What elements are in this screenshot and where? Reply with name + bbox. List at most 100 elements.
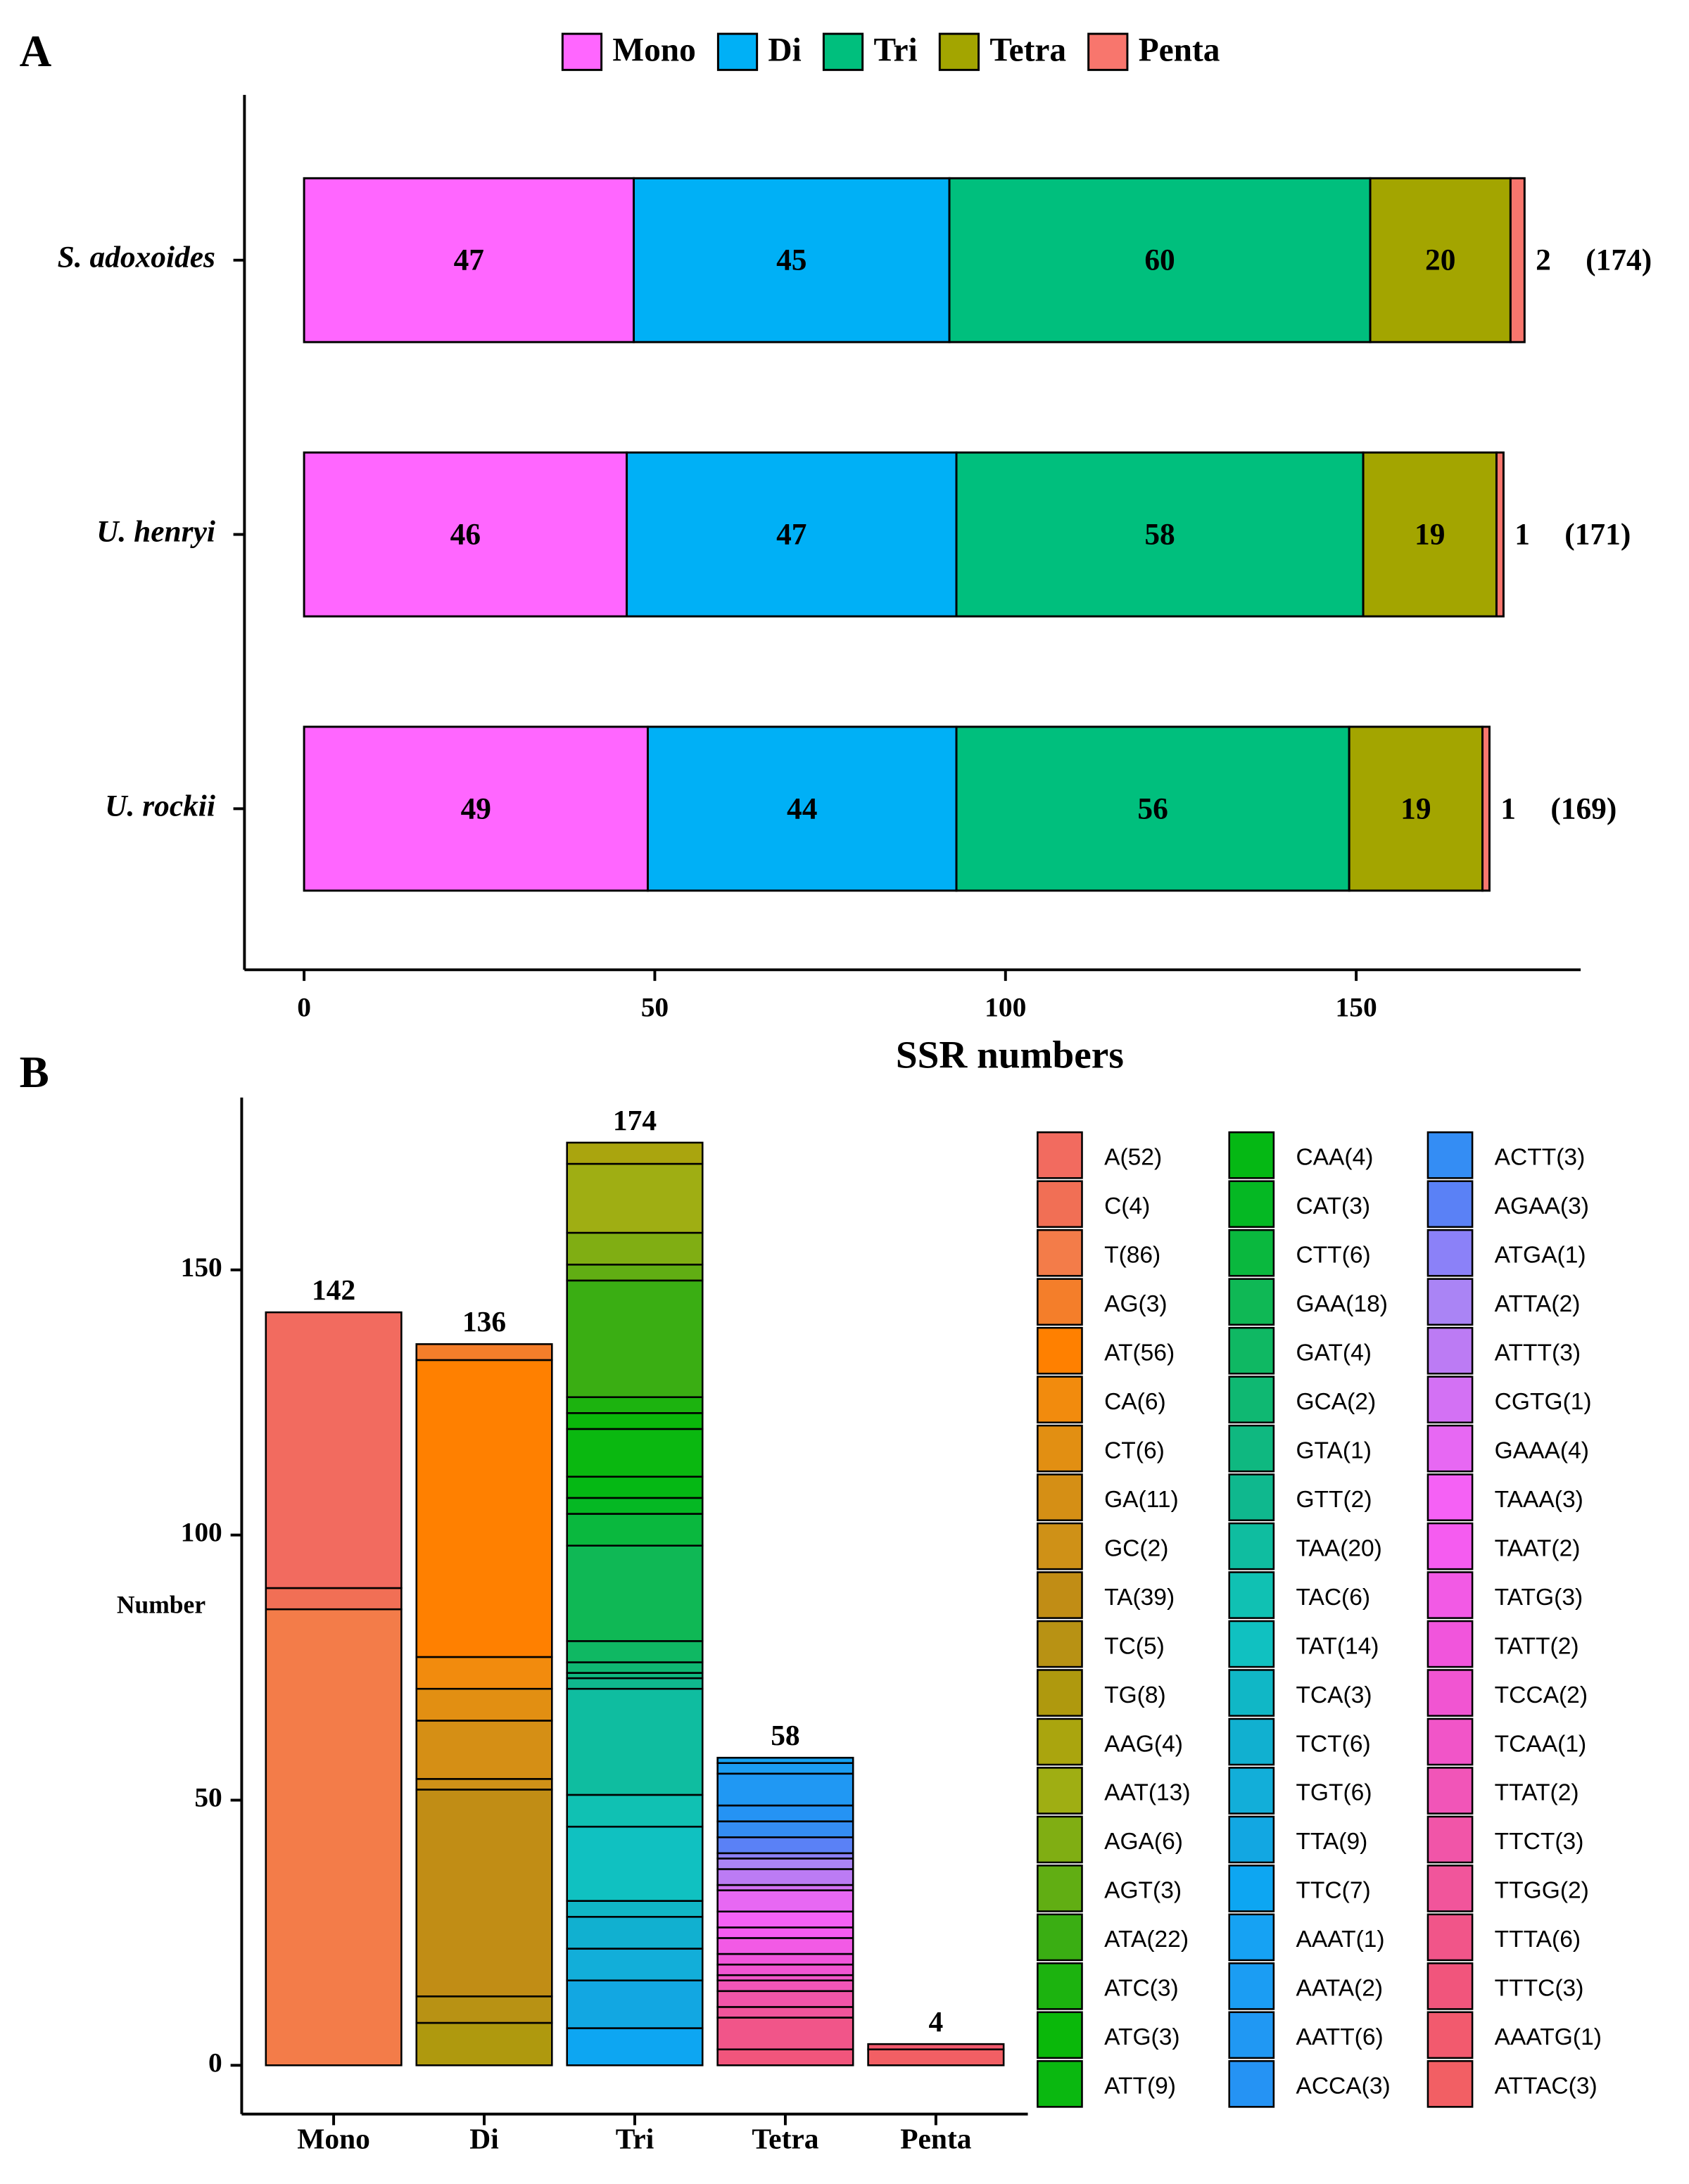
legend-label: GAT(4): [1296, 1340, 1371, 1366]
bar-segment: [716, 1756, 854, 1765]
bar-segment: [566, 1428, 704, 1478]
legend-key: [1228, 1865, 1275, 1912]
bar-segment: [566, 1162, 704, 1234]
legend-label: ATC(3): [1104, 1976, 1179, 2002]
bar-segment: [566, 1979, 704, 2029]
legend-key: [1228, 2059, 1275, 2108]
x-tick-label: Tri: [616, 2123, 654, 2155]
legend-label: AAG(4): [1104, 1731, 1183, 1757]
legend-key: [1427, 1767, 1474, 1815]
legend-key: [1427, 1376, 1474, 1424]
bar-segment: [415, 1656, 553, 1690]
legend-label: AGAA(3): [1495, 1193, 1589, 1219]
legend-label: TTA(9): [1296, 1829, 1367, 1855]
total-label: 4: [929, 2005, 944, 2038]
bar-segment: [303, 451, 628, 618]
legend-key: [1037, 1473, 1083, 1521]
y-tick-label: 0: [208, 2047, 222, 2078]
legend-key: [822, 32, 864, 71]
bar-segment: [867, 2043, 1005, 2050]
legend-label: TC(5): [1104, 1633, 1165, 1659]
data-label: 1: [1514, 517, 1530, 551]
bar-segment: [716, 1804, 854, 1822]
bar-segment: [303, 725, 649, 892]
legend-key: [1228, 1424, 1275, 1473]
data-label: 2: [1536, 243, 1551, 277]
data-label: 19: [1400, 792, 1431, 825]
legend-label: C(4): [1104, 1193, 1150, 1219]
bar-segment: [566, 1677, 704, 1690]
bar-segment: [716, 1889, 854, 1913]
legend-label: TTGG(2): [1495, 1878, 1589, 1904]
legend-label: TAC(6): [1296, 1585, 1370, 1611]
legend-label: ATTAC(3): [1495, 2074, 1598, 2100]
legend-key: [1427, 1131, 1474, 1179]
bar-segment: [265, 1311, 403, 1589]
bar-segment: [566, 1915, 704, 1950]
legend-label: Tetra: [989, 32, 1066, 69]
data-label: 20: [1425, 243, 1455, 277]
legend-key: [1427, 1913, 1474, 1962]
data-label: 46: [450, 517, 481, 551]
bar-segment: [566, 1279, 704, 1398]
x-tick-label: Tetra: [752, 2123, 818, 2155]
bar-segment: [415, 1343, 553, 1361]
bar-segment: [1481, 725, 1491, 892]
legend-label: GAAA(4): [1495, 1437, 1589, 1464]
bar-segment: [955, 451, 1365, 618]
legend-key: [1037, 1522, 1083, 1570]
legend-label: AGA(6): [1104, 1829, 1183, 1855]
bar-segment: [415, 1789, 553, 1998]
legend-key: [1037, 1180, 1083, 1228]
legend-key: [1427, 1718, 1474, 1766]
legend-label: TG(8): [1104, 1682, 1166, 1708]
legend-label: ATA(22): [1104, 1926, 1189, 1953]
legend-key: [1228, 1180, 1275, 1228]
bar-segment: [716, 2017, 854, 2050]
legend-key: [1037, 1767, 1083, 1815]
bar-segment: [566, 1396, 704, 1414]
legend-label: Mono: [612, 32, 695, 69]
bar-segment: [566, 1661, 704, 1674]
legend-label: AGT(3): [1104, 1878, 1182, 1904]
legend-key: [1037, 1424, 1083, 1473]
x-axis-title: SSR numbers: [896, 1033, 1124, 1076]
bar-segment: [633, 177, 951, 343]
legend-label: GC(2): [1104, 1535, 1168, 1561]
legend-key: [1037, 1815, 1083, 1864]
y-axis-title: Number: [117, 1590, 205, 1618]
legend-label: ATTT(3): [1495, 1340, 1581, 1366]
legend-label: AT(56): [1104, 1340, 1175, 1366]
bar-segment: [716, 1868, 854, 1886]
legend-label: ATT(9): [1104, 2074, 1176, 2100]
total-label: 136: [462, 1305, 506, 1338]
bar-segment: [265, 1587, 403, 1611]
bar-segment: [716, 2048, 854, 2066]
legend-label: TTAT(2): [1495, 1780, 1579, 1806]
legend-label: AAT(13): [1104, 1780, 1190, 1806]
bar-segment: [415, 1995, 553, 2024]
bar-segment: [948, 177, 1372, 343]
total-label: 174: [613, 1104, 657, 1136]
legend-label: ATTA(2): [1495, 1291, 1581, 1317]
bar-segment: [867, 2048, 1005, 2066]
legend-label: TTTA(6): [1495, 1926, 1581, 1953]
panel-label: A: [20, 27, 52, 76]
legend-label: AATT(6): [1296, 2024, 1383, 2050]
bar-segment: [566, 1900, 704, 1918]
y-tick-label: S. adoxoides: [58, 241, 215, 274]
legend-label: CAA(4): [1296, 1145, 1373, 1171]
x-tick-label: 0: [297, 992, 311, 1023]
legend-label: A(52): [1104, 1145, 1162, 1171]
legend-key: [1037, 1865, 1083, 1912]
legend-label: TAT(14): [1296, 1633, 1379, 1659]
legend-key: [1037, 1228, 1083, 1277]
legend-key: [1228, 1131, 1275, 1179]
legend-key: [1037, 1620, 1083, 1668]
bar-segment: [566, 1412, 704, 1430]
data-label: 60: [1144, 243, 1175, 277]
legend-key: [1427, 1180, 1474, 1228]
bar-segment: [716, 1836, 854, 1855]
